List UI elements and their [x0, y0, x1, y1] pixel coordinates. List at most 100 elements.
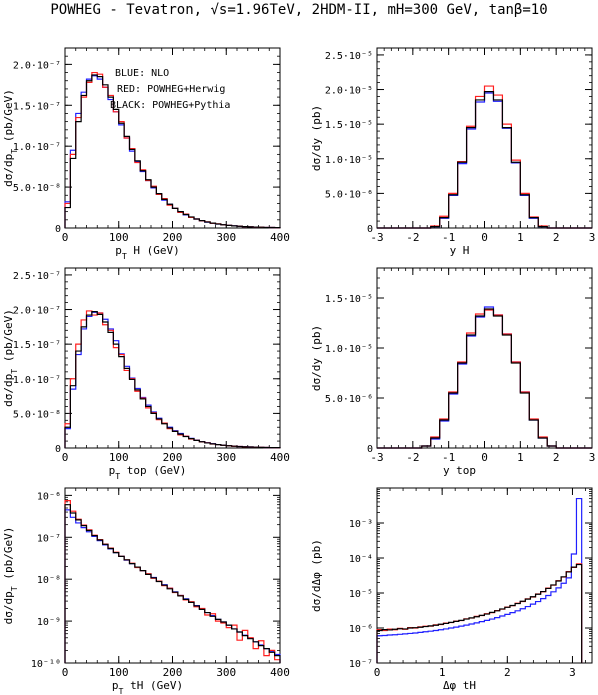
x-axis-label: Δφ tH: [443, 679, 476, 692]
x-tick-label: -2: [406, 231, 419, 244]
series-black-histogram: [64, 311, 281, 449]
y-tick-label: 1.5·10⁻⁷: [13, 340, 61, 351]
plot-frame: [376, 487, 593, 664]
plot-panel-4: -3 -2 -1 0 1 2 3 0 5.0·10⁻⁶ 1.0·10⁻⁵ 1.5·10⁻⁵ y top…: [310, 267, 596, 477]
x-tick-label: 1: [517, 231, 524, 244]
x-axis-label: pT tH (GeV): [112, 679, 183, 695]
series-blue-histogram: [64, 509, 281, 663]
legend-red: RED: POWHEG+Herwig: [117, 84, 225, 95]
series-blue-histogram: [376, 497, 583, 663]
plot-frame: [376, 47, 593, 229]
y-tick-label: 0: [55, 444, 61, 455]
series-black-histogram: [377, 91, 592, 229]
x-tick-label: 100: [109, 666, 129, 679]
y-tick-label: 0: [367, 224, 373, 235]
x-tick-label: 3: [589, 451, 596, 464]
x-tick-label: 300: [216, 666, 236, 679]
x-tick-label: 2: [504, 666, 511, 679]
x-tick-label: 200: [163, 231, 183, 244]
x-tick-label: -1: [442, 451, 455, 464]
y-tick-label: 10⁻⁶: [37, 491, 61, 502]
x-tick-label: -1: [442, 231, 455, 244]
y-tick-label: 5.0·10⁻⁶: [325, 189, 373, 200]
y-axis-label: dσ/dy (pb): [310, 325, 323, 391]
y-tick-label: 10⁻⁵: [349, 589, 373, 600]
y-tick-label: 5.0·10⁻⁶: [325, 394, 373, 405]
series-black-histogram: [64, 504, 281, 663]
y-tick-label: 10⁻⁷: [37, 533, 61, 544]
plot-panel-6: 0 1 2 3 10⁻⁷ 10⁻⁶ 10⁻⁵ 10⁻⁴ 10⁻³ Δφ tH dσ/dΔφ (pb): [310, 487, 593, 692]
x-tick-label: 0: [481, 451, 488, 464]
x-tick-label: 0: [481, 231, 488, 244]
series-red-histogram: [376, 563, 583, 663]
y-tick-label: 10⁻⁹: [37, 617, 61, 628]
y-axis-label: dσ/dpT (pb/GeV): [2, 527, 19, 625]
x-tick-label: 1: [439, 666, 446, 679]
y-tick-label: 1.5·10⁻⁷: [13, 101, 61, 112]
y-tick-label: 1.0·10⁻⁵: [325, 155, 373, 166]
x-tick-label: 3: [569, 666, 576, 679]
x-tick-label: -3: [370, 451, 383, 464]
x-tick-label: 400: [270, 451, 290, 464]
y-tick-label: 2.0·10⁻⁷: [13, 306, 61, 317]
y-tick-label: 1.0·10⁻⁷: [13, 375, 61, 386]
y-axis-label: dσ/dpT (pb/GeV): [2, 89, 19, 187]
x-tick-label: 300: [216, 451, 236, 464]
plot-panel-2: -3 -2 -1 0 1 2 3 0 5.0·10⁻⁶ 1.0·10⁻⁵ 1.5·10⁻⁵ 2.0·1…: [310, 47, 595, 257]
y-tick-label: 10⁻³: [349, 519, 373, 530]
y-tick-label: 1.0·10⁻⁷: [13, 142, 61, 153]
x-tick-label: 100: [109, 231, 129, 244]
y-tick-label: 1.5·10⁻⁵: [325, 120, 373, 131]
plot-panel-5: 0 100 200 300 400 10⁻¹⁰ 10⁻⁹ 10⁻⁸ 10⁻⁷ 10⁻⁶ pT tH …: [2, 487, 290, 695]
x-tick-label: 0: [62, 666, 69, 679]
y-tick-label: 0: [55, 224, 61, 235]
y-tick-label: 2.0·10⁻⁵: [325, 86, 373, 97]
x-axis-label: y top: [443, 464, 476, 477]
plot-frame: [64, 267, 281, 449]
y-tick-label: 2.5·10⁻⁵: [325, 51, 373, 62]
x-tick-label: 0: [62, 451, 69, 464]
x-tick-label: 200: [163, 451, 183, 464]
y-tick-label: 10⁻⁷: [349, 659, 373, 670]
x-tick-label: 2: [553, 231, 560, 244]
x-axis-label: pT H (GeV): [115, 244, 180, 261]
legend-blue: BLUE: NLO: [115, 68, 169, 79]
y-axis-label: dσ/dy (pb): [310, 105, 323, 171]
plot-frame: [376, 267, 593, 449]
series-black-histogram: [64, 74, 281, 229]
series-red-histogram: [377, 309, 592, 449]
series-blue-histogram: [377, 306, 592, 449]
x-tick-label: 400: [270, 231, 290, 244]
plot-panel-3: 0 100 200 300 400 0 5.0·10⁻⁸ 1.0·10⁻⁷ 1.5·10⁻⁷ 2.…: [2, 267, 290, 481]
x-tick-label: 0: [374, 666, 381, 679]
y-tick-label: 10⁻⁶: [349, 624, 373, 635]
x-tick-label: 200: [163, 666, 183, 679]
x-tick-label: -3: [370, 231, 383, 244]
legend: BLUE: NLO RED: POWHEG+Herwig BLACK: POWHEG…: [110, 68, 230, 111]
y-tick-label: 10⁻¹⁰: [31, 659, 61, 670]
y-axis-label: dσ/dpT (pb/GeV): [2, 309, 19, 407]
x-tick-label: -2: [406, 451, 419, 464]
y-tick-label: 10⁻⁴: [349, 554, 373, 565]
series-blue-histogram: [377, 92, 592, 229]
x-tick-label: 100: [109, 451, 129, 464]
y-tick-label: 2.0·10⁻⁷: [13, 60, 61, 71]
legend-black: BLACK: POWHEG+Pythia: [110, 100, 230, 111]
y-tick-label: 10⁻⁸: [37, 575, 61, 586]
plot-panel-1: 0 100 200 300 400 0 5.0·10⁻⁸ 1.0·10⁻⁷ 1.5·10⁻⁷ 2.…: [2, 47, 290, 261]
x-tick-label: 0: [62, 231, 69, 244]
x-tick-label: 1: [517, 451, 524, 464]
series-black-histogram: [376, 563, 583, 663]
chart-title: POWHEG - Tevatron, √s=1.96TeV, 2HDM-II, …: [50, 2, 548, 18]
x-tick-label: 300: [216, 231, 236, 244]
x-axis-label: pT top (GeV): [109, 464, 187, 481]
y-tick-label: 5.0·10⁻⁸: [13, 183, 61, 194]
series-black-histogram: [377, 308, 592, 449]
y-tick-label: 1.5·10⁻⁵: [325, 294, 373, 305]
x-tick-label: 2: [553, 451, 560, 464]
y-tick-label: 2.5·10⁻⁷: [13, 271, 61, 282]
x-axis-label: y H: [450, 244, 470, 257]
series-red-histogram: [377, 85, 592, 229]
y-axis-label: dσ/dΔφ (pb): [310, 539, 323, 612]
